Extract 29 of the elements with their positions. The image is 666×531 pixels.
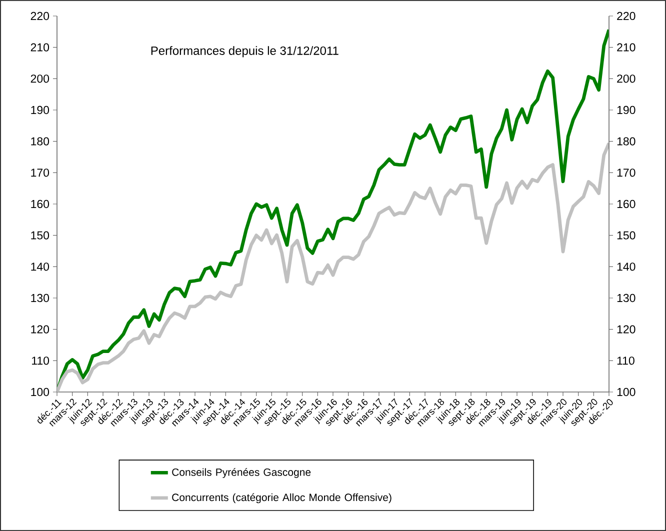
y2-tick-label: 220: [30, 12, 50, 20]
legend-label: Conseils Pyrénées Gascogne: [172, 468, 311, 478]
y-tick-label: 220: [617, 12, 636, 20]
y-tick-label: 110: [617, 356, 634, 365]
y2-tick-label: 120: [31, 325, 50, 334]
y-tick-label: 200: [617, 74, 636, 83]
y2-tick-label: 210: [30, 43, 50, 52]
y-tick-label: 130: [617, 294, 636, 302]
y-tick-label: 180: [617, 137, 636, 146]
y-tick-label: 140: [617, 262, 636, 271]
y-tick-label: 190: [617, 106, 636, 114]
y2-tick-label: 160: [31, 200, 50, 208]
y2-tick-label: 150: [31, 231, 50, 240]
y-tick-label: 150: [617, 231, 636, 240]
y2-tick-label: 100: [31, 388, 50, 396]
y-tick-label: 210: [617, 43, 636, 52]
text: Performances depuis le 31/12/2011: [151, 46, 338, 58]
legend-label: Concurrents (catégorie Alloc Monde Offensive): [172, 493, 392, 504]
y-tick-label: 100: [617, 388, 636, 396]
y-tick-label: 120: [617, 325, 636, 334]
y2-tick-label: 140: [31, 262, 50, 271]
y2-tick-label: 110: [32, 356, 50, 365]
y2-tick-label: 200: [30, 74, 50, 83]
y2-tick-label: 190: [31, 106, 50, 114]
y-tick-label: 160: [617, 200, 636, 208]
y-tick-label: 170: [617, 168, 636, 177]
y2-tick-label: 170: [31, 168, 50, 177]
y2-tick-label: 180: [31, 137, 50, 146]
y2-tick-label: 130: [31, 294, 50, 302]
